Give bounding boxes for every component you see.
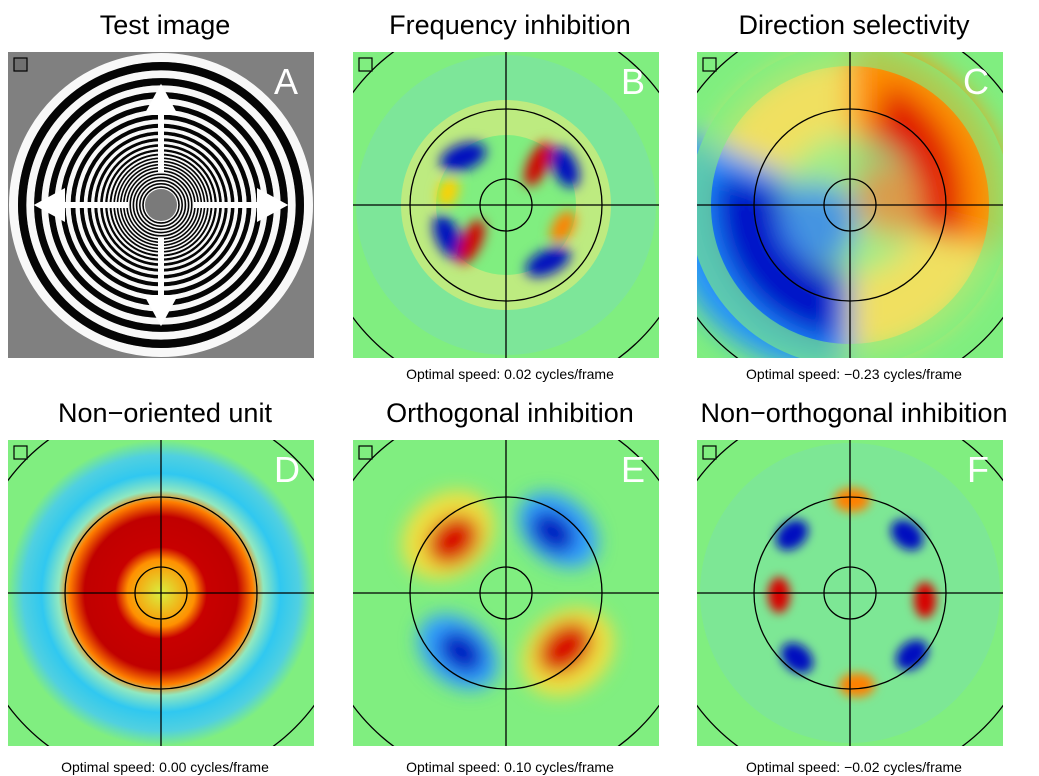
panel-e: Orthogonal inhibition E <box>353 400 667 775</box>
guide-circles <box>697 440 1003 746</box>
guide-circles <box>697 52 1003 358</box>
response-map: E <box>353 440 659 746</box>
guide-circles <box>353 440 659 746</box>
response-map: C <box>697 52 1003 358</box>
corner-box <box>702 445 717 460</box>
panel-title: Frequency inhibition <box>389 10 631 40</box>
guide-circles <box>8 440 314 746</box>
panel-a: Test image A <box>8 12 322 372</box>
panel-b: Frequency inhibition <box>353 12 667 387</box>
corner-box <box>358 445 373 460</box>
guide-circles <box>353 52 659 358</box>
panel-letter: B <box>621 61 645 102</box>
panel-letter: D <box>274 449 300 490</box>
response-map: D <box>8 440 314 746</box>
panel-caption: Optimal speed: 0.02 cycles/frame <box>406 366 614 382</box>
panel-f: Non−orthogonal inhibition <box>697 400 1011 775</box>
corner-box <box>13 57 28 72</box>
panel-letter: E <box>621 449 645 490</box>
panel-caption: Optimal speed: 0.10 cycles/frame <box>406 759 614 775</box>
panel-letter: C <box>963 61 989 102</box>
panel-title: Direction selectivity <box>738 10 970 40</box>
corner-box <box>358 57 373 72</box>
test-image: A <box>8 52 314 358</box>
center-disc <box>145 189 177 221</box>
panel-letter: F <box>967 449 989 490</box>
panel-title: Test image <box>99 10 231 40</box>
response-map: F <box>697 440 1003 746</box>
panel-letter: A <box>274 61 298 102</box>
panel-title: Orthogonal inhibition <box>386 398 634 428</box>
corner-box <box>13 445 28 460</box>
panel-title: Non−orthogonal inhibition <box>700 398 1008 428</box>
panel-caption: Optimal speed: −0.02 cycles/frame <box>746 759 962 775</box>
panel-d: Non−oriented unit <box>8 400 322 775</box>
corner-box <box>702 57 717 72</box>
direction-arrows <box>33 83 289 327</box>
panel-caption: Optimal speed: −0.23 cycles/frame <box>746 366 962 382</box>
response-map: B <box>353 52 659 358</box>
panel-title: Non−oriented unit <box>58 398 272 428</box>
panel-c: Direction selectivity C <box>697 12 1011 387</box>
panel-caption: Optimal speed: 0.00 cycles/frame <box>61 759 269 775</box>
